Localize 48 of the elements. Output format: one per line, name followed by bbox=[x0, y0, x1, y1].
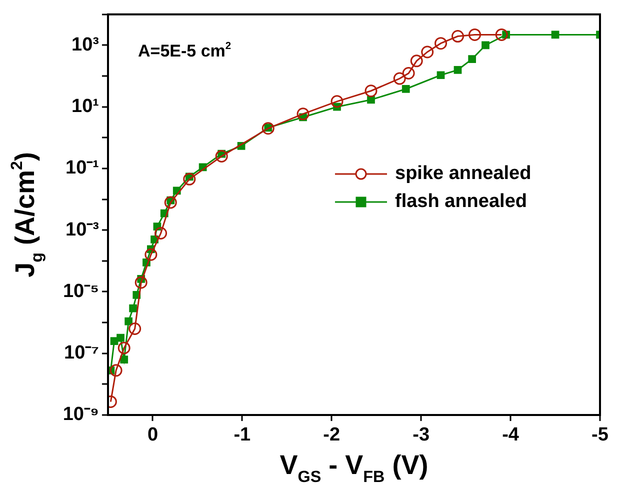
point bbox=[482, 41, 490, 50]
point bbox=[134, 276, 148, 289]
x-tick-label: -1 bbox=[234, 424, 252, 446]
point bbox=[128, 322, 142, 335]
point bbox=[495, 28, 508, 41]
point bbox=[154, 227, 168, 240]
point bbox=[434, 37, 448, 50]
y-tick-label: 10⁻³ bbox=[66, 219, 99, 240]
point bbox=[367, 96, 375, 104]
x-tick-label: 0 bbox=[147, 424, 158, 446]
point bbox=[144, 248, 158, 261]
point bbox=[164, 196, 177, 209]
point bbox=[468, 55, 476, 64]
point bbox=[215, 150, 228, 162]
point bbox=[402, 85, 410, 93]
point bbox=[402, 67, 415, 80]
point bbox=[296, 108, 310, 120]
y-tick-label: 10⁻¹ bbox=[66, 158, 99, 179]
point bbox=[364, 84, 378, 98]
point bbox=[454, 66, 462, 74]
point bbox=[468, 28, 482, 41]
y-axis-title: Jg (A/cm2) bbox=[8, 152, 46, 278]
point bbox=[330, 95, 344, 108]
point bbox=[129, 304, 137, 312]
point bbox=[262, 122, 274, 135]
x-tick-label: -5 bbox=[592, 424, 609, 446]
point bbox=[452, 30, 464, 43]
y-tick-label: 10¹ bbox=[72, 96, 99, 118]
legend-label: flash annealed bbox=[395, 190, 527, 214]
y-tick-label: 10⁻⁷ bbox=[64, 342, 100, 364]
point bbox=[110, 364, 122, 377]
y-tick-label: 10⁻⁵ bbox=[62, 280, 99, 302]
point bbox=[118, 342, 130, 354]
legend-label: spike annealed bbox=[395, 162, 532, 186]
point bbox=[551, 30, 560, 39]
y-tick-label: 10⁻⁹ bbox=[62, 404, 99, 426]
point bbox=[120, 356, 128, 364]
x-tick-label: -2 bbox=[323, 424, 340, 446]
y-tick-label: 10³ bbox=[72, 34, 99, 56]
point bbox=[410, 54, 423, 68]
point bbox=[436, 71, 445, 80]
point bbox=[393, 72, 406, 85]
point bbox=[183, 172, 196, 186]
point bbox=[116, 334, 124, 342]
x-tick-label: -4 bbox=[502, 424, 520, 446]
point bbox=[421, 46, 434, 58]
x-tick-label: -3 bbox=[412, 424, 430, 446]
point bbox=[124, 317, 133, 326]
